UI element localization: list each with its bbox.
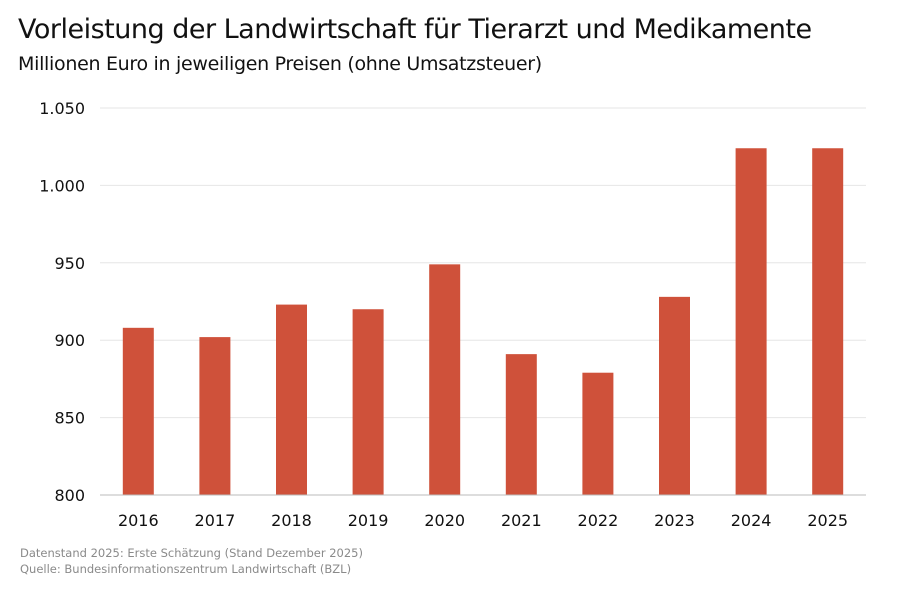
y-tick-label: 900 [54, 331, 85, 350]
footnote-datenstand: Datenstand 2025: Erste Schätzung (Stand … [20, 546, 363, 560]
y-tick-label: 950 [54, 254, 85, 273]
y-tick-label: 800 [54, 486, 85, 505]
bar-2018 [276, 304, 307, 495]
x-tick-label: 2024 [731, 511, 772, 530]
y-tick-label: 850 [54, 409, 85, 428]
x-tick-label: 2020 [424, 511, 465, 530]
footnote-source: Quelle: Bundesinformationszentrum Landwi… [20, 562, 352, 576]
x-tick-label: 2023 [654, 511, 695, 530]
bar-2017 [199, 337, 231, 495]
y-tick-label: 1.050 [39, 99, 85, 118]
x-tick-label: 2021 [501, 511, 542, 530]
x-tick-label: 2016 [118, 511, 159, 530]
bar-2020 [429, 264, 461, 495]
chart-title: Vorleistung der Landwirtschaft für Tiera… [18, 14, 812, 45]
bar-2025 [812, 148, 844, 496]
bar-2023 [659, 296, 690, 495]
x-tick-label: 2018 [271, 511, 312, 530]
x-tick-label: 2017 [195, 511, 236, 530]
x-tick-label: 2019 [348, 511, 389, 530]
bar-2024 [735, 148, 767, 496]
bar-2019 [352, 309, 384, 495]
chart-subtitle: Millionen Euro in jeweiligen Preisen (oh… [18, 53, 542, 75]
x-tick-label: 2025 [807, 511, 848, 530]
x-tick-label: 2022 [578, 511, 619, 530]
bar-2016 [122, 327, 154, 495]
bar-2022 [582, 372, 614, 495]
bar-2021 [505, 354, 537, 495]
y-tick-label: 1.000 [39, 176, 85, 195]
